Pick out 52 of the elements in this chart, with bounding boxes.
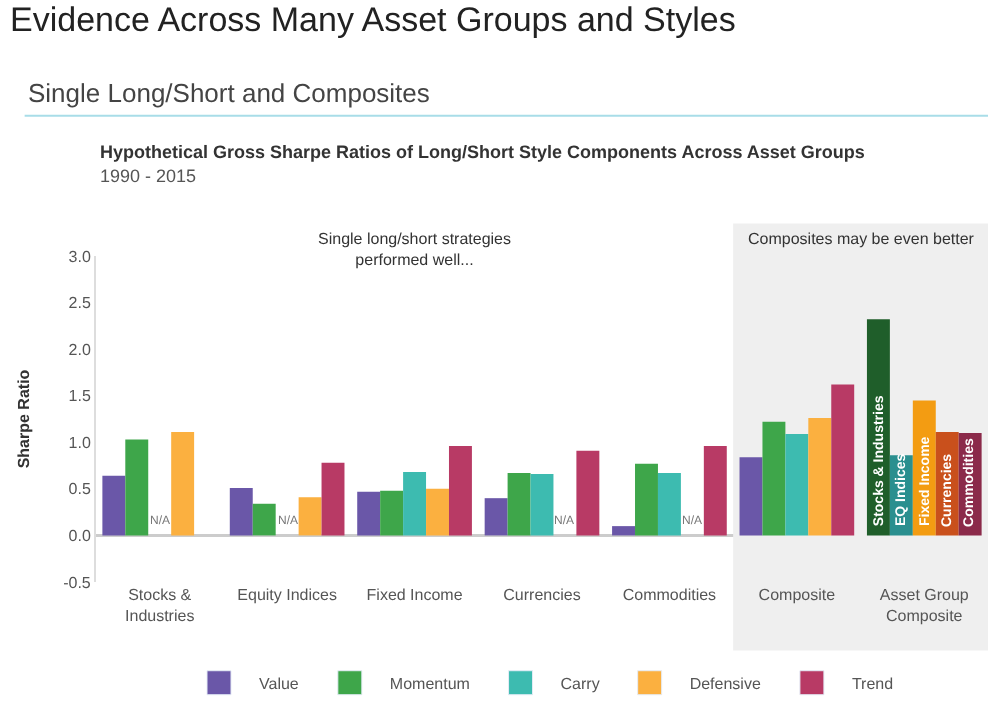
bar [357,491,381,536]
y-axis-title: Sharpe Ratio [14,369,33,469]
text: 1990 - 2015 [100,166,197,186]
bar [635,463,658,536]
x-tick-label: Currencies [503,586,581,604]
x-tick-label: Composite [758,586,837,604]
bar [321,462,345,536]
bar [739,457,763,536]
y-tick-label: -0.5 [63,573,92,592]
bar [785,433,809,536]
bar [252,503,276,536]
bar [484,498,508,536]
x-tick-label: Commodities [622,586,717,604]
bar [808,418,832,536]
annotation: Single long/short strategies performed well... [318,230,511,269]
legend-label: Defensive [689,674,762,693]
text: Hypothetical Gross Sharpe Ratios of Long/Short Style Components Across Asset Groups [100,142,865,162]
x-tick-label: Fixed Income [366,586,464,604]
bar [530,473,554,536]
legend-label: Carry [560,674,600,693]
legend-label: Momentum [389,674,471,693]
y-tick-label: 2.0 [68,340,92,359]
bar [426,488,449,536]
chart-subtitle: Single Long/Short and Composites [28,78,431,108]
bar [102,475,126,536]
bar [125,439,149,536]
bar [298,497,322,536]
bar [762,421,786,536]
chart-title: Evidence Across Many Asset Groups and Styles [10,1,736,40]
x-tick-label: Stocks & Industries [125,586,195,625]
legend-label: Trend [851,674,894,693]
bar [380,490,404,536]
bar [657,473,681,536]
legend-label: Value [259,674,300,693]
bar [576,450,600,536]
bar [448,446,472,536]
y-tick-label: 3.0 [68,247,92,266]
y-tick-label: 1.0 [68,433,92,452]
band-label: Composites may be even better [748,230,975,248]
bar [507,473,531,536]
y-tick-label: 0.0 [68,527,92,546]
bar [703,446,727,536]
x-tick-label: Equity Indices [237,586,337,604]
bar [171,432,195,536]
y-tick-label: 1.5 [68,387,92,406]
y-tick-label: 0.5 [68,480,92,499]
bar [831,384,855,536]
bar [403,472,427,536]
x-tick-label: Asset Group Composite [879,586,970,625]
bar [612,526,636,536]
bar [229,487,253,536]
y-tick-label: 2.5 [68,294,92,313]
